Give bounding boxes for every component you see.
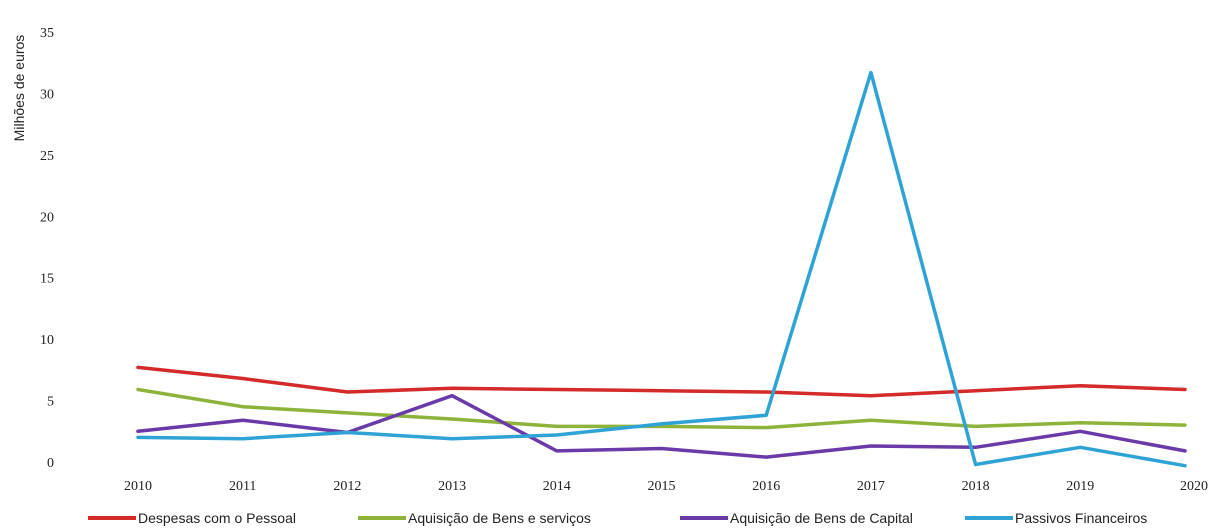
x-tick-label: 2012 xyxy=(333,479,361,494)
y-tick-label: 35 xyxy=(40,26,54,41)
y-tick-label: 10 xyxy=(40,333,54,348)
x-tick-label: 2017 xyxy=(857,479,885,494)
series-lines xyxy=(136,70,1187,468)
legend: Despesas com o Pessoal Aquisição de Bens … xyxy=(88,510,1147,526)
x-tick-label: 2010 xyxy=(124,479,152,494)
y-tick-label: 5 xyxy=(47,395,54,410)
x-tick-label: 2013 xyxy=(438,479,466,494)
series-line-2 xyxy=(136,387,1187,430)
x-tick-label: 2020 xyxy=(1180,479,1208,494)
y-tick-label: 25 xyxy=(40,149,54,164)
y-tick-label: 20 xyxy=(40,210,54,225)
series-line-3 xyxy=(136,393,1187,459)
y-tick-label: 30 xyxy=(40,87,54,102)
x-tick-label: 2015 xyxy=(648,479,676,494)
legend-label-3: Aquisição de Bens de Capital xyxy=(730,510,913,526)
legend-label-2: Aquisição de Bens e serviços xyxy=(408,510,591,526)
series-line-1 xyxy=(136,365,1187,398)
y-axis-title: Milhões de euros xyxy=(11,35,27,142)
x-axis-ticks: 2010 2011 2012 2013 2014 2015 2016 2017 2018 2019… xyxy=(124,479,1208,494)
legend-label-4: Passivos Financeiros xyxy=(1015,510,1147,526)
x-tick-label: 2019 xyxy=(1066,479,1094,494)
x-tick-label: 2018 xyxy=(962,479,990,494)
y-tick-label: 15 xyxy=(40,272,54,287)
x-tick-label: 2016 xyxy=(752,479,780,494)
y-tick-label: 0 xyxy=(47,456,54,471)
legend-label-1: Despesas com o Pessoal xyxy=(138,510,296,526)
series-line-4 xyxy=(136,70,1187,468)
y-axis-ticks: 0 5 10 15 20 25 30 35 xyxy=(40,26,54,471)
x-tick-label: 2014 xyxy=(543,479,571,494)
x-tick-label: 2011 xyxy=(229,479,256,494)
